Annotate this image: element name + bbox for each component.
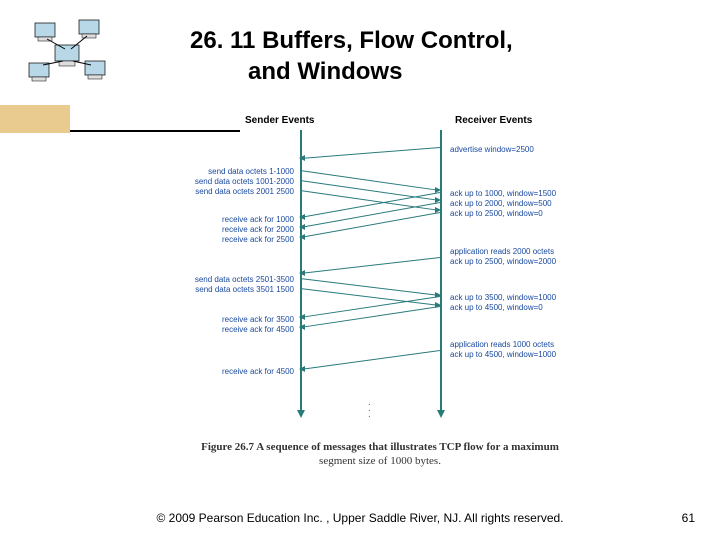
slide-title: 26. 11 Buffers, Flow Control, and Window…: [190, 25, 513, 87]
figure-caption: Figure 26.7 A sequence of messages that …: [160, 440, 600, 469]
receiver-event: ack up to 1000, window=1500ack up to 200…: [450, 189, 556, 219]
message-arrowhead: [299, 155, 305, 161]
message-arrowhead: [299, 214, 305, 220]
message-line: [300, 306, 440, 328]
message-line: [300, 278, 440, 296]
sender-event: receive ack for 4500: [222, 367, 294, 377]
timeline-arrow: [437, 410, 445, 418]
continuation-dots: ...: [368, 400, 371, 418]
message-arrowhead: [299, 234, 305, 240]
copyright-footer: © 2009 Pearson Education Inc. , Upper Sa…: [0, 511, 720, 525]
message-arrowhead: [299, 366, 305, 372]
message-arrowhead: [299, 224, 305, 230]
sender-event: receive ack for 3500receive ack for 4500: [222, 315, 294, 335]
message-line: [300, 180, 440, 201]
title-line-2: and Windows: [248, 58, 402, 85]
receiver-timeline: [440, 130, 442, 410]
network-icon: [25, 15, 115, 90]
receiver-event: application reads 2000 octetsack up to 2…: [450, 247, 556, 267]
caption-line-2: segment size of 1000 bytes.: [319, 455, 441, 467]
sequence-diagram: Sender Events Receiver Events send data …: [160, 115, 600, 465]
message-line: [300, 296, 440, 318]
sender-header: Sender Events: [245, 115, 314, 126]
page-number: 61: [682, 511, 695, 525]
receiver-event: ack up to 3500, window=1000ack up to 450…: [450, 293, 556, 313]
message-arrowhead: [299, 270, 305, 276]
accent-bar: [0, 105, 70, 133]
receiver-header: Receiver Events: [455, 115, 532, 126]
message-line: [300, 288, 440, 306]
caption-line-1: Figure 26.7 A sequence of messages that …: [201, 441, 559, 453]
sender-event: send data octets 2501-3500send data octe…: [195, 275, 294, 295]
timeline-arrow: [297, 410, 305, 418]
message-line: [300, 147, 440, 159]
message-line: [300, 257, 440, 274]
receiver-event: advertise window=2500: [450, 145, 534, 155]
slide-header: 26. 11 Buffers, Flow Control, and Window…: [0, 0, 720, 110]
sender-event: receive ack for 1000receive ack for 2000…: [222, 215, 294, 245]
title-line-1: 26. 11 Buffers, Flow Control,: [190, 27, 513, 54]
message-arrowhead: [299, 314, 305, 320]
message-line: [300, 212, 440, 238]
message-line: [300, 350, 440, 370]
message-arrowhead: [299, 324, 305, 330]
sender-event: send data octets 1-1000send data octets …: [195, 167, 294, 197]
message-line: [300, 170, 440, 191]
message-line: [300, 190, 440, 211]
receiver-event: application reads 1000 octetsack up to 4…: [450, 340, 556, 360]
